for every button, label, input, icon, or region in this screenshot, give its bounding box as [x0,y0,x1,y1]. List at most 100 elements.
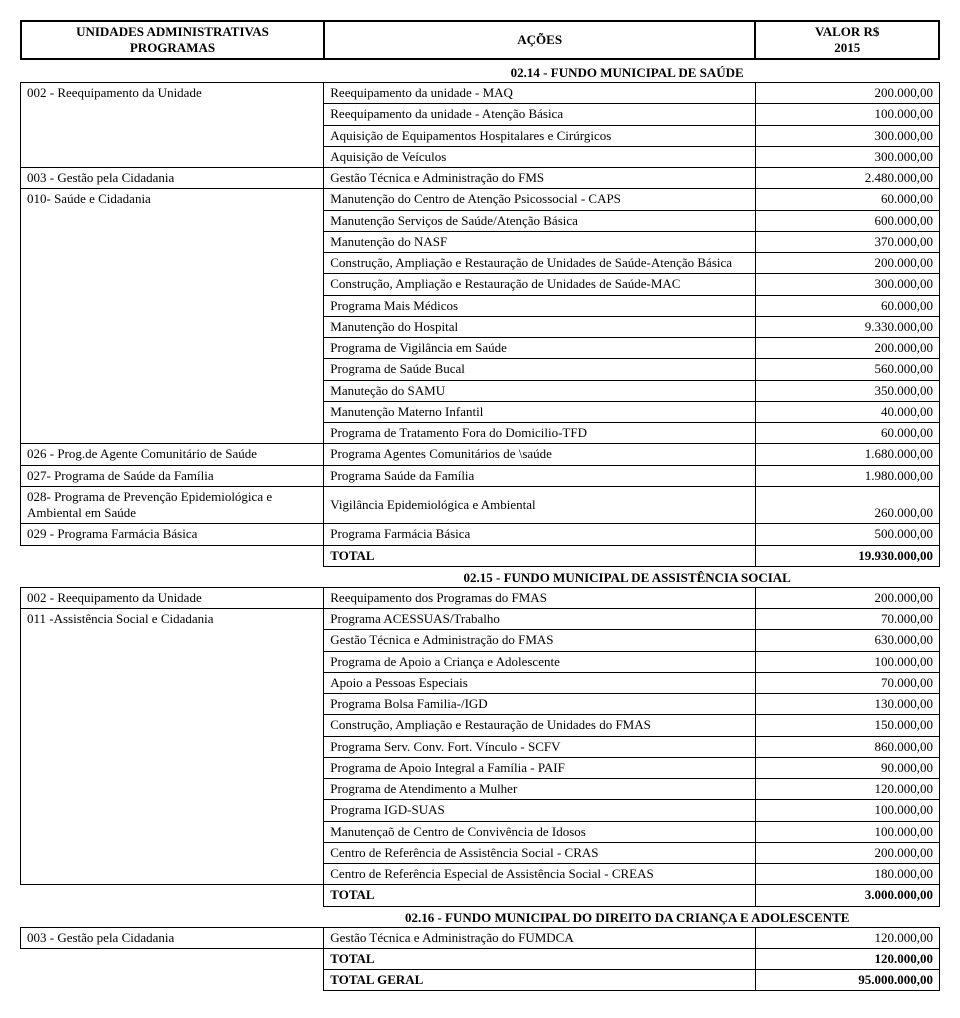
total-value: 3.000.000,00 [756,885,940,906]
value-cell: 350.000,00 [756,380,940,401]
section1-title: 02.14 - FUNDO MUNICIPAL DE SAÚDE [314,62,940,82]
total-label: TOTAL [324,885,756,906]
prog-010-label: 010- Saúde e Cidadania [21,189,324,444]
section2-title: 02.15 - FUNDO MUNICIPAL DE ASSISTÊNCIA S… [314,567,940,587]
action-cell: Programa de Atendimento a Mulher [324,779,756,800]
value-cell: 40.000,00 [756,401,940,422]
action-cell: Centro de Referência Especial de Assistê… [324,864,756,885]
action-cell: Apoio a Pessoas Especiais [324,672,756,693]
table-row: 011 -Assistência Social e Cidadania Prog… [21,609,940,630]
action-cell: Programa Serv. Conv. Fort. Vínculo - SCF… [324,736,756,757]
action-cell: Aquisição de Veículos [324,146,756,167]
value-cell: 180.000,00 [756,864,940,885]
value-cell: 9.330.000,00 [756,316,940,337]
action-cell: Manutençaõ de Centro de Convivência de I… [324,821,756,842]
table-row: 026 - Prog.de Agente Comunitário de Saúd… [21,444,940,465]
value-cell: 70.000,00 [756,672,940,693]
total-value: 120.000,00 [756,948,940,969]
value-cell: 200.000,00 [756,253,940,274]
value-cell: 100.000,00 [756,821,940,842]
action-cell: Manutenção Materno Infantil [324,401,756,422]
value-cell: 60.000,00 [756,189,940,210]
action-cell: Gestão Técnica e Administração do FMS [324,168,756,189]
value-cell: 560.000,00 [756,359,940,380]
action-cell: Programa de Saúde Bucal [324,359,756,380]
table-row: 003 - Gestão pela Cidadania Gestão Técni… [21,927,940,948]
section1-total-row: TOTAL 19.930.000,00 [21,545,940,566]
table-row: 010- Saúde e Cidadania Manutenção do Cen… [21,189,940,210]
value-cell: 130.000,00 [756,694,940,715]
value-cell: 90.000,00 [756,757,940,778]
prog-002-label: 002 - Reequipamento da Unidade [21,83,324,168]
header-table: UNIDADES ADMINISTRATIVAS PROGRAMAS AÇÕES… [20,20,940,60]
blank [21,545,324,566]
header-right: VALOR R$ 2015 [755,21,939,59]
section3-table: 003 - Gestão pela Cidadania Gestão Técni… [20,927,940,992]
grand-total-value: 95.000.000,00 [756,970,940,991]
prog-002-label: 002 - Reequipamento da Unidade [21,587,324,608]
total-value: 19.930.000,00 [756,545,940,566]
action-cell: Programa IGD-SUAS [324,800,756,821]
table-row: 028- Programa de Prevenção Epidemiológic… [21,486,940,524]
action-cell: Programa de Vigilância em Saúde [324,338,756,359]
action-cell: Programa de Tratamento Fora do Domicilio… [324,423,756,444]
action-cell: Reequipamento da unidade - Atenção Básic… [324,104,756,125]
value-cell: 2.480.000,00 [756,168,940,189]
value-cell: 200.000,00 [756,842,940,863]
action-cell: Vigilância Epidemiológica e Ambiental [324,486,756,524]
total-label: TOTAL [324,545,756,566]
table-row: 002 - Reequipamento da Unidade Reequipam… [21,587,940,608]
prog-003-label: 003 - Gestão pela Cidadania [21,168,324,189]
value-cell: 600.000,00 [756,210,940,231]
header-left-line1: UNIDADES ADMINISTRATIVAS [76,24,269,39]
header-left-line2: PROGRAMAS [130,40,215,55]
value-cell: 300.000,00 [756,125,940,146]
prog-003-label: 003 - Gestão pela Cidadania [21,927,324,948]
prog-029-label: 029 - Programa Farmácia Básica [21,524,324,545]
action-cell: Programa Bolsa Familia-/IGD [324,694,756,715]
blank [21,885,324,906]
value-cell: 200.000,00 [756,83,940,104]
value-cell: 200.000,00 [756,338,940,359]
header-right-line2: 2015 [834,40,860,55]
action-cell: Centro de Referência de Assistência Soci… [324,842,756,863]
action-cell: Programa Saúde da Família [324,465,756,486]
section3-title: 02.16 - FUNDO MUNICIPAL DO DIREITO DA CR… [314,907,940,927]
action-cell: Manutenção do NASF [324,231,756,252]
action-cell: Construção, Ampliação e Restauração de U… [324,274,756,295]
header-mid: AÇÕES [324,21,755,59]
action-cell: Construção, Ampliação e Restauração de U… [324,253,756,274]
value-cell: 630.000,00 [756,630,940,651]
section1-table: 002 - Reequipamento da Unidade Reequipam… [20,82,940,567]
prog-027-label: 027- Programa de Saúde da Família [21,465,324,486]
blank [21,948,324,991]
value-cell: 1.680.000,00 [756,444,940,465]
action-cell: Programa Mais Médicos [324,295,756,316]
action-cell: Manutenção Serviços de Saúde/Atenção Bás… [324,210,756,231]
prog-028-label: 028- Programa de Prevenção Epidemiológic… [21,486,324,524]
table-row: 003 - Gestão pela Cidadania Gestão Técni… [21,168,940,189]
action-cell: Manutenção do Centro de Atenção Psicosso… [324,189,756,210]
value-cell: 200.000,00 [756,587,940,608]
value-cell: 860.000,00 [756,736,940,757]
value-cell: 300.000,00 [756,146,940,167]
value-cell: 500.000,00 [756,524,940,545]
action-cell: Reequipamento dos Programas do FMAS [324,587,756,608]
value-cell: 370.000,00 [756,231,940,252]
total-label: TOTAL [324,948,756,969]
action-cell: Reequipamento da unidade - MAQ [324,83,756,104]
grand-total-label: TOTAL GERAL [324,970,756,991]
action-cell: Construção, Ampliação e Restauração de U… [324,715,756,736]
action-cell: Programa ACESSUAS/Trabalho [324,609,756,630]
action-cell: Programa Farmácia Básica [324,524,756,545]
header-right-line1: VALOR R$ [815,24,879,39]
value-cell: 120.000,00 [756,779,940,800]
action-cell: Manuteção do SAMU [324,380,756,401]
action-cell: Programa de Apoio Integral a Família - P… [324,757,756,778]
value-cell: 100.000,00 [756,651,940,672]
value-cell: 260.000,00 [756,486,940,524]
action-cell: Manutenção do Hospital [324,316,756,337]
table-row: 029 - Programa Farmácia Básica Programa … [21,524,940,545]
action-cell: Programa de Apoio a Criança e Adolescent… [324,651,756,672]
value-cell: 100.000,00 [756,800,940,821]
